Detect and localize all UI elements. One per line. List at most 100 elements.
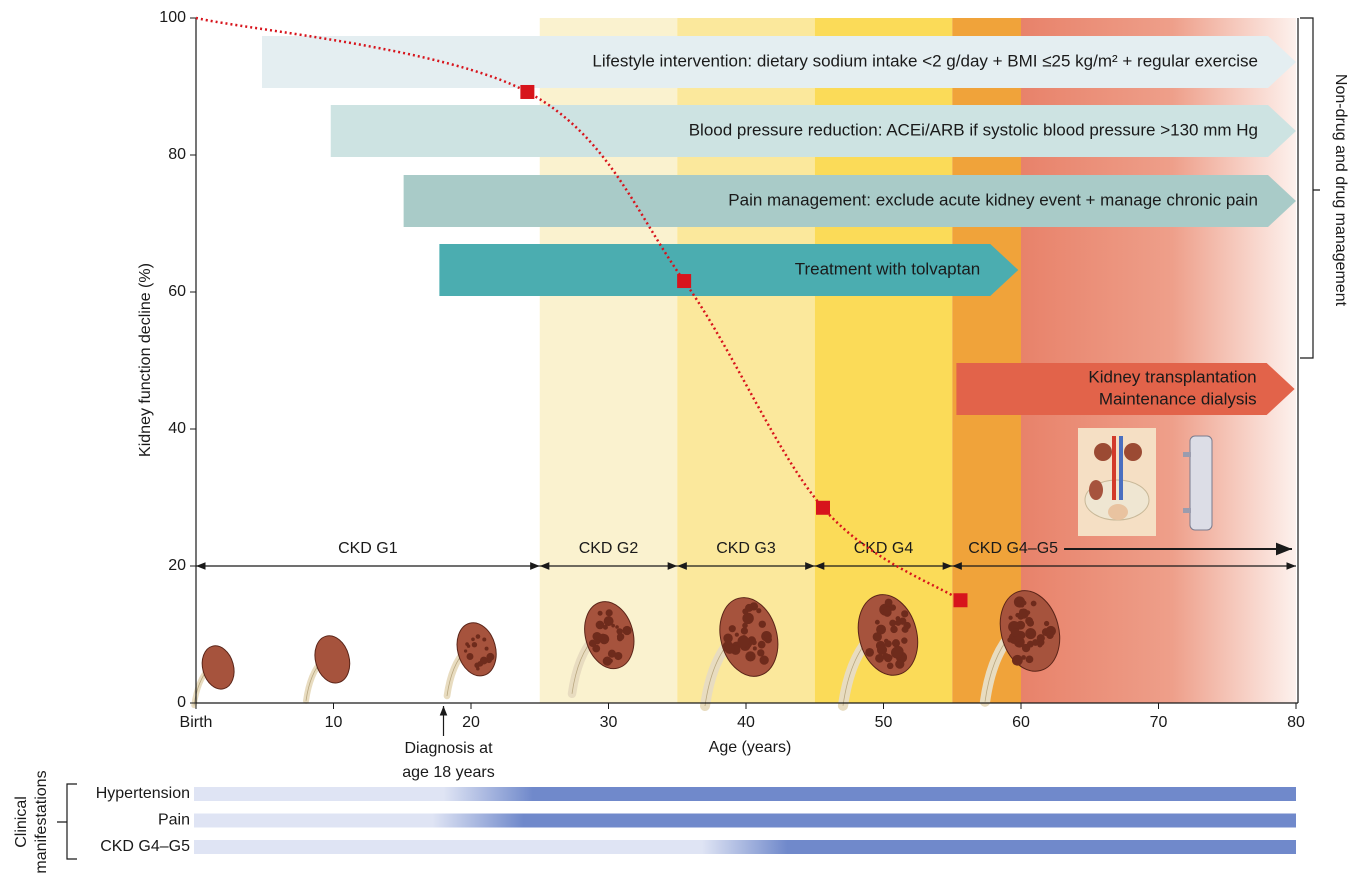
cyst xyxy=(737,635,750,648)
cyst xyxy=(1046,631,1054,640)
kidney xyxy=(314,635,351,684)
y-tick-label: 100 xyxy=(159,9,186,26)
x-tick-label: Birth xyxy=(180,714,213,731)
manifestations-title: manifestations xyxy=(33,770,50,873)
cyst xyxy=(756,608,762,614)
cyst xyxy=(901,610,909,618)
manifestation-bar xyxy=(194,787,1296,801)
cyst xyxy=(1008,615,1013,620)
cyst xyxy=(757,649,765,657)
stage-label: CKD G3 xyxy=(716,540,776,557)
cyst xyxy=(463,649,468,653)
cyst xyxy=(616,628,623,635)
cyst xyxy=(882,653,890,660)
curve-marker xyxy=(953,593,968,608)
annotation-text: Diagnosis at xyxy=(404,740,493,757)
curve-marker xyxy=(816,500,830,515)
cyst xyxy=(598,633,608,643)
cyst xyxy=(1037,642,1043,648)
cyst xyxy=(876,624,887,635)
cyst xyxy=(615,625,619,629)
intervention-label: Lifestyle intervention: dietary sodium i… xyxy=(592,51,1258,70)
cyst xyxy=(588,639,597,648)
cyst xyxy=(1030,600,1037,607)
cyst xyxy=(616,633,625,641)
cyst xyxy=(724,644,735,654)
cyst xyxy=(872,632,882,642)
x-tick-label: 60 xyxy=(1012,714,1030,731)
y-axis-label: Kidney function decline (%) xyxy=(137,263,154,457)
cyst xyxy=(607,649,616,658)
intervention-arrow xyxy=(262,36,1296,88)
stage-label: CKD G4–G5 xyxy=(968,540,1058,557)
manifestation-label: Hypertension xyxy=(96,785,190,802)
cyst xyxy=(889,619,897,627)
curve-marker xyxy=(677,274,692,289)
x-tick-label: 40 xyxy=(737,714,755,731)
y-tick-label: 60 xyxy=(168,283,186,300)
annotation-text: age 18 years xyxy=(402,764,495,781)
intervention-arrow xyxy=(403,175,1296,227)
x-tick-label: 50 xyxy=(875,714,893,731)
transplant-kidney xyxy=(1094,443,1112,461)
cyst xyxy=(477,660,484,667)
cyst xyxy=(751,639,757,646)
cyst xyxy=(476,666,480,671)
cyst xyxy=(471,637,475,642)
cyst xyxy=(1007,637,1013,643)
cyst xyxy=(895,619,902,626)
intervention-arrow xyxy=(330,105,1296,157)
cyst xyxy=(886,662,894,670)
cyst xyxy=(1011,654,1023,666)
cyst xyxy=(1021,655,1026,660)
cyst xyxy=(1026,640,1034,648)
cyst xyxy=(901,626,909,633)
cyst xyxy=(1025,655,1034,664)
cyst xyxy=(728,625,736,633)
cyst xyxy=(894,641,900,647)
cyst xyxy=(875,653,884,663)
y-tick-label: 40 xyxy=(168,420,186,437)
stage-label: CKD G2 xyxy=(579,540,639,557)
manifestations-bracket xyxy=(57,783,77,860)
cyst xyxy=(603,616,614,627)
cyst xyxy=(1021,600,1027,606)
cyst xyxy=(890,625,898,634)
cyst xyxy=(614,651,623,661)
bracket xyxy=(1300,17,1320,359)
intervention-label: Blood pressure reduction: ACEi/ARB if sy… xyxy=(689,120,1258,139)
cyst xyxy=(1043,620,1050,627)
cyst xyxy=(597,610,603,616)
cyst xyxy=(876,644,888,655)
cyst xyxy=(605,609,613,617)
manifestation-bar xyxy=(194,840,1296,854)
cyst xyxy=(758,620,766,628)
cyst xyxy=(888,655,893,660)
cyst xyxy=(466,644,471,648)
intervention-label: Maintenance dialysis xyxy=(1099,389,1257,408)
cyst xyxy=(883,606,892,615)
x-tick-label: 80 xyxy=(1287,714,1305,731)
y-tick-label: 0 xyxy=(177,694,186,711)
cyst xyxy=(865,648,874,657)
cyst xyxy=(1010,628,1020,637)
cyst xyxy=(723,633,733,643)
transplant-kidney xyxy=(1089,480,1103,500)
cyst xyxy=(884,598,893,607)
manifestation-label: Pain xyxy=(158,812,190,829)
cyst xyxy=(475,634,481,639)
y-tick-label: 80 xyxy=(168,146,186,163)
manifestation-bar xyxy=(194,813,1296,828)
cyst xyxy=(595,620,605,630)
transplant-kidney xyxy=(1124,443,1142,461)
cyst xyxy=(482,637,487,642)
cyst xyxy=(901,637,908,644)
stage-label: CKD G4 xyxy=(854,540,914,557)
cyst xyxy=(884,640,892,648)
dialyzer xyxy=(1189,435,1213,531)
foreground: Lifestyle intervention: dietary sodium i… xyxy=(96,9,1305,855)
intervention-arrow xyxy=(956,363,1295,415)
intervention-label: Kidney transplantation xyxy=(1088,367,1256,386)
kidney xyxy=(201,645,235,690)
